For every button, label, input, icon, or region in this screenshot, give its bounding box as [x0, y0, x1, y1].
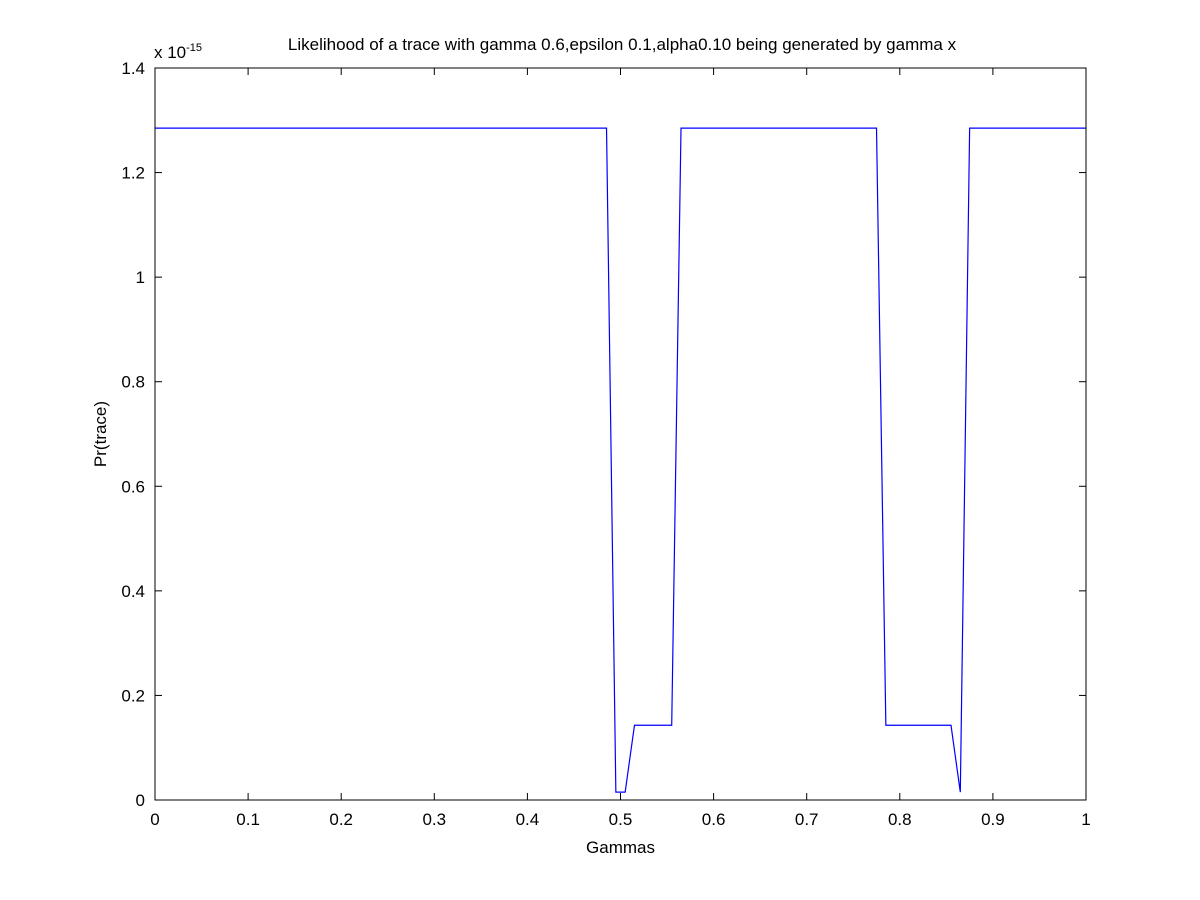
- x-tick-label: 0.8: [888, 810, 912, 829]
- x-tick-label: 0.4: [516, 810, 540, 829]
- series-line: [155, 127, 1086, 793]
- y-tick-label: 0.2: [121, 686, 145, 705]
- x-tick-label: 0.2: [329, 810, 353, 829]
- x-tick-label: 1: [1081, 810, 1090, 829]
- y-tick-label: 0.8: [121, 373, 145, 392]
- ticks-layer: 0 0.1 0.2 0.3 0.4 0.5 0.6 0.7 0.8 0.9 1 0 0.2 0.4 0.6 0…: [121, 59, 1090, 829]
- y-tick-label: 0: [136, 791, 145, 810]
- axis-exponent-label: x 10-15: [154, 42, 202, 62]
- x-tick-label: 0.3: [422, 810, 446, 829]
- plot-area: [155, 68, 1086, 800]
- y-tick-label: 1.4: [121, 59, 145, 78]
- y-tick-label: 1: [136, 268, 145, 287]
- x-tick-label: 0.1: [236, 810, 260, 829]
- x-tick-label: 0: [150, 810, 159, 829]
- y-tick-label: 0.4: [121, 582, 145, 601]
- y-tick-label: 0.6: [121, 477, 145, 496]
- x-tick-label: 0.6: [702, 810, 726, 829]
- exponent-base: x 10: [154, 43, 186, 62]
- x-axis-label: Gammas: [586, 838, 655, 857]
- series-layer: [155, 127, 1086, 793]
- chart-title: Likelihood of a trace with gamma 0.6,eps…: [288, 35, 957, 54]
- exponent-power: -15: [186, 42, 202, 54]
- x-tick-label: 0.7: [795, 810, 819, 829]
- x-tick-label: 0.5: [609, 810, 633, 829]
- y-tick-label: 1.2: [121, 164, 145, 183]
- x-tick-label: 0.9: [981, 810, 1005, 829]
- y-axis-label: Pr(trace): [91, 401, 110, 467]
